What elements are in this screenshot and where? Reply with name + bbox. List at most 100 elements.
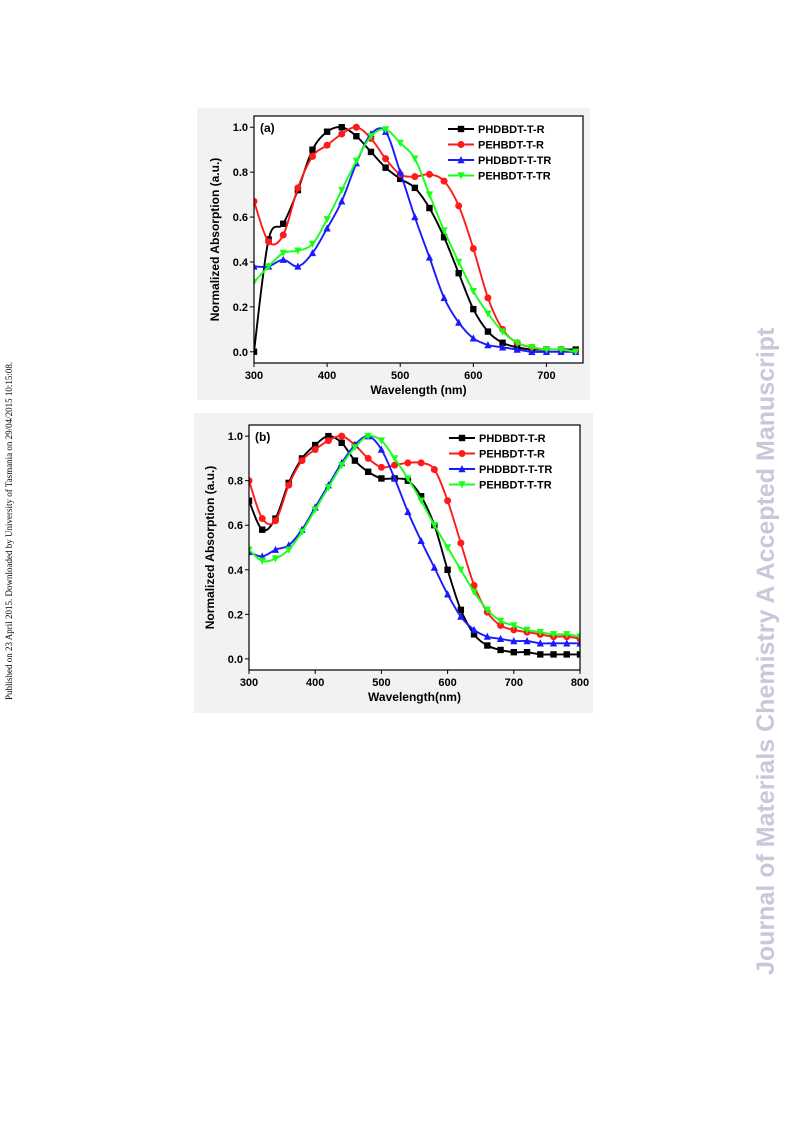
data-point-3-11	[411, 155, 419, 163]
chart-b: 300 400 500 600 700 800 0.0 0.2 0.4 0.6 0.8 1.0 Wave…	[203, 424, 589, 704]
data-point-1-5	[323, 141, 331, 149]
legend-marker-0	[458, 434, 466, 442]
data-point-1-10	[377, 463, 385, 471]
data-point-3-23	[549, 631, 558, 639]
data-point-3-13	[417, 497, 425, 505]
data-point-3-5	[323, 216, 331, 224]
data-point-0-25	[576, 651, 580, 658]
data-point-3-11	[391, 455, 399, 463]
y-tick-label-4: 0.8	[228, 476, 243, 488]
data-point-3-15	[469, 287, 477, 296]
data-point-3-24	[563, 631, 571, 639]
axes-frame	[253, 115, 584, 364]
data-point-0-5	[323, 128, 331, 135]
legend-marker-3	[458, 481, 466, 489]
data-point-1-16	[457, 539, 465, 547]
data-point-0-13	[440, 234, 448, 241]
data-point-2-2	[279, 255, 287, 263]
journal-watermark-text: Journal of Materials Chemistry A Accepte…	[752, 327, 780, 975]
data-point-3-6	[338, 186, 346, 195]
y-tick-label-1: 0.2	[228, 609, 243, 621]
data-point-3-4	[308, 240, 317, 248]
legend-label-2: PHDBDT-T-TR	[478, 155, 551, 167]
data-point-1-20	[510, 626, 518, 634]
data-point-1-3	[294, 184, 302, 192]
data-point-1-13	[440, 177, 448, 185]
data-point-0-1	[259, 526, 266, 533]
data-point-3-3	[285, 546, 293, 554]
data-point-1-19	[497, 621, 505, 629]
y-axis-label: Normalized Absorption (a.u.)	[203, 466, 217, 630]
data-point-1-4	[308, 152, 316, 160]
data-point-1-11	[391, 461, 399, 469]
publication-side-note-text: Published on 23 April 2015. Downloaded b…	[4, 361, 14, 700]
data-point-1-5	[311, 446, 319, 453]
x-tick-label-1: 400	[306, 677, 324, 689]
x-tick-label-0: 300	[240, 677, 258, 689]
plot-series-group	[254, 123, 580, 356]
data-point-3-6	[324, 484, 333, 492]
y-tick-label-2: 0.4	[228, 565, 244, 577]
data-point-3-22	[536, 628, 544, 637]
axes-frame	[248, 424, 581, 671]
data-point-2-15	[444, 590, 452, 598]
data-point-1-14	[455, 202, 463, 210]
data-point-0-4	[309, 146, 316, 153]
data-point-2-5	[323, 224, 331, 232]
data-point-3-14	[455, 258, 463, 266]
data-point-3-12	[425, 191, 434, 199]
x-tick-label-4: 700	[505, 677, 523, 689]
y-tick-label-2: 0.4	[233, 257, 249, 269]
x-axis-label: Wavelength(nm)	[368, 690, 461, 704]
journal-watermark: Journal of Materials Chemistry A Accepte…	[752, 328, 780, 985]
data-point-0-15	[470, 305, 477, 313]
y-tick-label-3: 0.6	[228, 520, 243, 532]
data-point-3-21	[557, 346, 565, 354]
data-point-0-21	[523, 648, 531, 656]
legend-marker-0	[457, 125, 465, 133]
data-point-3-9	[382, 126, 390, 134]
data-point-3-7	[352, 157, 360, 165]
data-point-3-5	[311, 506, 319, 514]
data-point-1-2	[271, 517, 279, 525]
data-point-3-13	[440, 227, 448, 235]
data-point-2-15	[469, 334, 477, 342]
data-point-1-1	[265, 238, 273, 246]
x-tick-label-4: 700	[537, 370, 555, 382]
data-point-0-6	[338, 124, 345, 131]
data-point-3-2	[271, 555, 280, 563]
data-point-2-10	[396, 168, 404, 176]
data-point-1-13	[417, 459, 425, 467]
y-tick-label-0: 0.0	[228, 654, 243, 666]
data-point-0-24	[563, 651, 570, 658]
chart-panel-b: 300 400 500 600 700 800 0.0 0.2 0.4 0.6 0.8 1.0 Wave…	[194, 413, 593, 713]
data-point-1-6	[324, 437, 332, 445]
data-point-3-18	[513, 339, 521, 347]
data-point-1-12	[404, 459, 412, 467]
legend-marker-2	[458, 465, 466, 473]
legend-label-3: PEHBDT-T-TR	[478, 171, 551, 183]
data-point-2-22	[536, 639, 544, 647]
y-tick-label-5: 1.0	[233, 122, 248, 134]
y-axis-label: Normalized Absorption (a.u.)	[208, 158, 222, 322]
legend-label-3: PEHBDT-T-TR	[479, 480, 552, 492]
legend: PHDBDT-T-R PEHBDT-T-R PHDBDT-T-TR PEHBDT-T-…	[449, 433, 552, 492]
data-point-2-17	[470, 625, 478, 634]
plot-series-group	[249, 432, 580, 658]
data-point-0-0	[254, 348, 258, 355]
data-point-0-14	[455, 269, 462, 277]
x-tick-label-3: 600	[438, 677, 456, 689]
data-point-0-15	[444, 566, 451, 573]
y-tick-label-5: 1.0	[228, 431, 243, 443]
data-point-3-22	[572, 348, 580, 356]
panel-label: (b)	[255, 430, 270, 444]
legend-label-1: PEHBDT-T-R	[479, 449, 545, 461]
data-point-0-17	[470, 631, 478, 638]
data-point-1-7	[352, 123, 360, 131]
y-tick-label-3: 0.6	[233, 212, 248, 224]
data-point-0-12	[426, 204, 433, 212]
x-tick-label-2: 500	[391, 370, 409, 382]
data-point-2-6	[338, 197, 346, 205]
data-point-2-19	[496, 634, 505, 643]
publication-side-note: Published on 23 April 2015. Downloaded b…	[4, 362, 14, 710]
